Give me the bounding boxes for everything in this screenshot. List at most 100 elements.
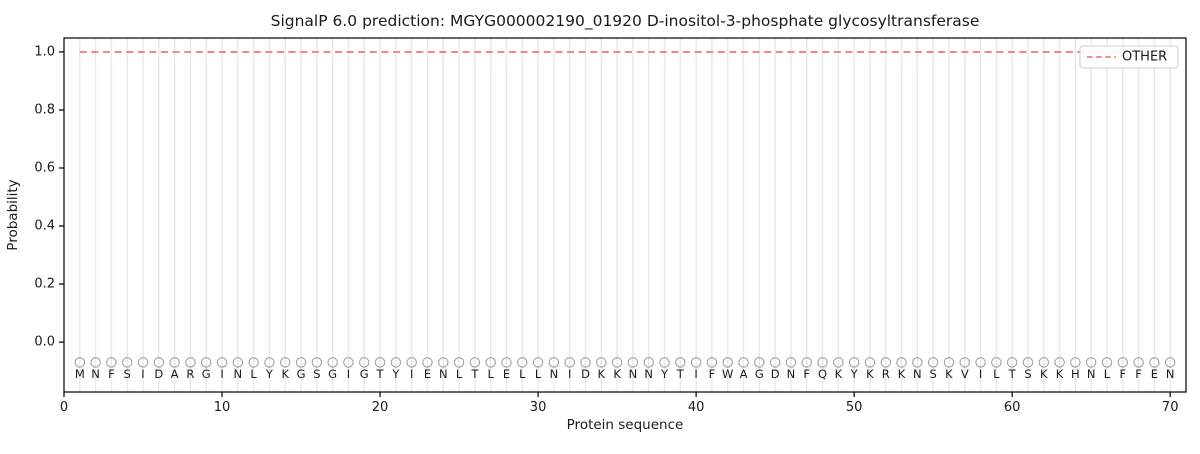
y-tick-label: 1.0 [34, 44, 55, 59]
residue-letter: F [108, 367, 115, 381]
residue-letter: L [487, 367, 494, 381]
residue-marker [390, 357, 402, 368]
residue-letter: Y [660, 367, 669, 381]
residue-letter: S [1024, 367, 1031, 381]
residue-letter: G [328, 367, 337, 381]
residue-letter: T [376, 367, 385, 381]
residue-letter: N [644, 367, 653, 381]
residue-letter: I [979, 367, 982, 381]
residue-marker [422, 357, 433, 368]
residue-letter: N [913, 367, 922, 381]
residue-marker [90, 357, 101, 368]
residue-letter: A [171, 367, 179, 381]
legend-other-label: OTHER [1122, 50, 1167, 65]
y-tick-label: 0.2 [34, 277, 55, 292]
residue-letter: I [410, 367, 413, 381]
chart-title: SignalP 6.0 prediction: MGYG000002190_01… [271, 12, 980, 31]
residue-letter: K [866, 367, 874, 381]
residue-marker [975, 357, 986, 368]
residue-marker [517, 357, 528, 368]
residue-marker [943, 357, 955, 368]
residue-marker [359, 357, 370, 368]
residue-letter: L [1104, 367, 1111, 381]
residue-marker [1006, 357, 1018, 368]
residue-letter: N [1087, 367, 1096, 381]
residue-letter: T [1008, 367, 1017, 381]
residue-marker [169, 357, 180, 368]
residue-letter: E [1151, 367, 1158, 381]
residue-marker [817, 357, 828, 368]
residue-markers [74, 357, 1176, 368]
residue-letter: G [202, 367, 211, 381]
residue-marker [248, 357, 259, 368]
residue-letter: K [281, 367, 289, 381]
residue-letter: H [1071, 367, 1080, 381]
residue-marker [1038, 357, 1050, 368]
residue-letter: Y [391, 367, 400, 381]
residue-letter: F [1119, 367, 1126, 381]
residue-letter: L [250, 367, 257, 381]
y-ticks: 0.0 0.2 0.4 0.6 0.8 1.0 [34, 44, 64, 350]
residue-letter: S [929, 367, 936, 381]
residue-letter: A [740, 367, 748, 381]
plot-border [63, 37, 1187, 393]
residue-letter: N [787, 367, 796, 381]
residue-letter: K [1040, 367, 1048, 381]
residue-marker [1085, 357, 1097, 368]
x-tick-label: 60 [1004, 400, 1021, 415]
residue-letter: N [629, 367, 638, 381]
residue-marker [896, 357, 907, 368]
residue-marker [485, 357, 496, 368]
residue-marker [501, 357, 512, 368]
residue-marker [121, 357, 133, 368]
residue-letter: K [598, 367, 606, 381]
residue-letter: L [456, 367, 463, 381]
residue-marker [1149, 357, 1160, 368]
residue-marker [153, 357, 165, 368]
residue-marker [785, 357, 797, 368]
residue-marker [611, 357, 623, 368]
residue-marker [1022, 357, 1034, 368]
residue-letter: V [961, 367, 969, 381]
x-tick-label: 0 [60, 400, 68, 415]
residue-letter: N [439, 367, 448, 381]
residue-letter: S [313, 367, 320, 381]
residue-marker [643, 357, 654, 368]
y-axis-label: Probability [5, 179, 21, 250]
residue-marker [1054, 357, 1065, 368]
residue-letter: L [535, 367, 542, 381]
residue-letter: Q [818, 367, 827, 381]
residue-marker [912, 357, 923, 368]
residue-letter: G [297, 367, 306, 381]
residue-marker [959, 357, 971, 368]
residue-marker [596, 357, 607, 368]
residue-letter: I [141, 367, 144, 381]
residue-letter: S [124, 367, 131, 381]
residue-marker [1101, 357, 1113, 368]
residue-marker [548, 357, 560, 368]
residue-letter: E [503, 367, 510, 381]
legend-box [1079, 45, 1179, 69]
x-tick-label: 70 [1162, 400, 1179, 415]
residue-marker [627, 357, 639, 368]
residue-letter: I [347, 367, 350, 381]
residue-marker [690, 357, 702, 368]
residue-marker [216, 357, 228, 368]
residue-marker [864, 357, 876, 368]
residue-letter: I [694, 367, 697, 381]
residue-marker [532, 357, 544, 368]
y-tick-label: 0.4 [34, 219, 55, 234]
residue-letter: K [613, 367, 621, 381]
residue-letter: T [470, 367, 479, 381]
residue-letter: R [882, 367, 890, 381]
residue-marker [1117, 357, 1129, 368]
residue-letter: L [993, 367, 1000, 381]
residue-letter: N [234, 367, 243, 381]
residue-marker [580, 357, 591, 368]
residue-letter: K [835, 367, 843, 381]
residue-marker [106, 357, 117, 368]
residue-marker [564, 357, 575, 368]
